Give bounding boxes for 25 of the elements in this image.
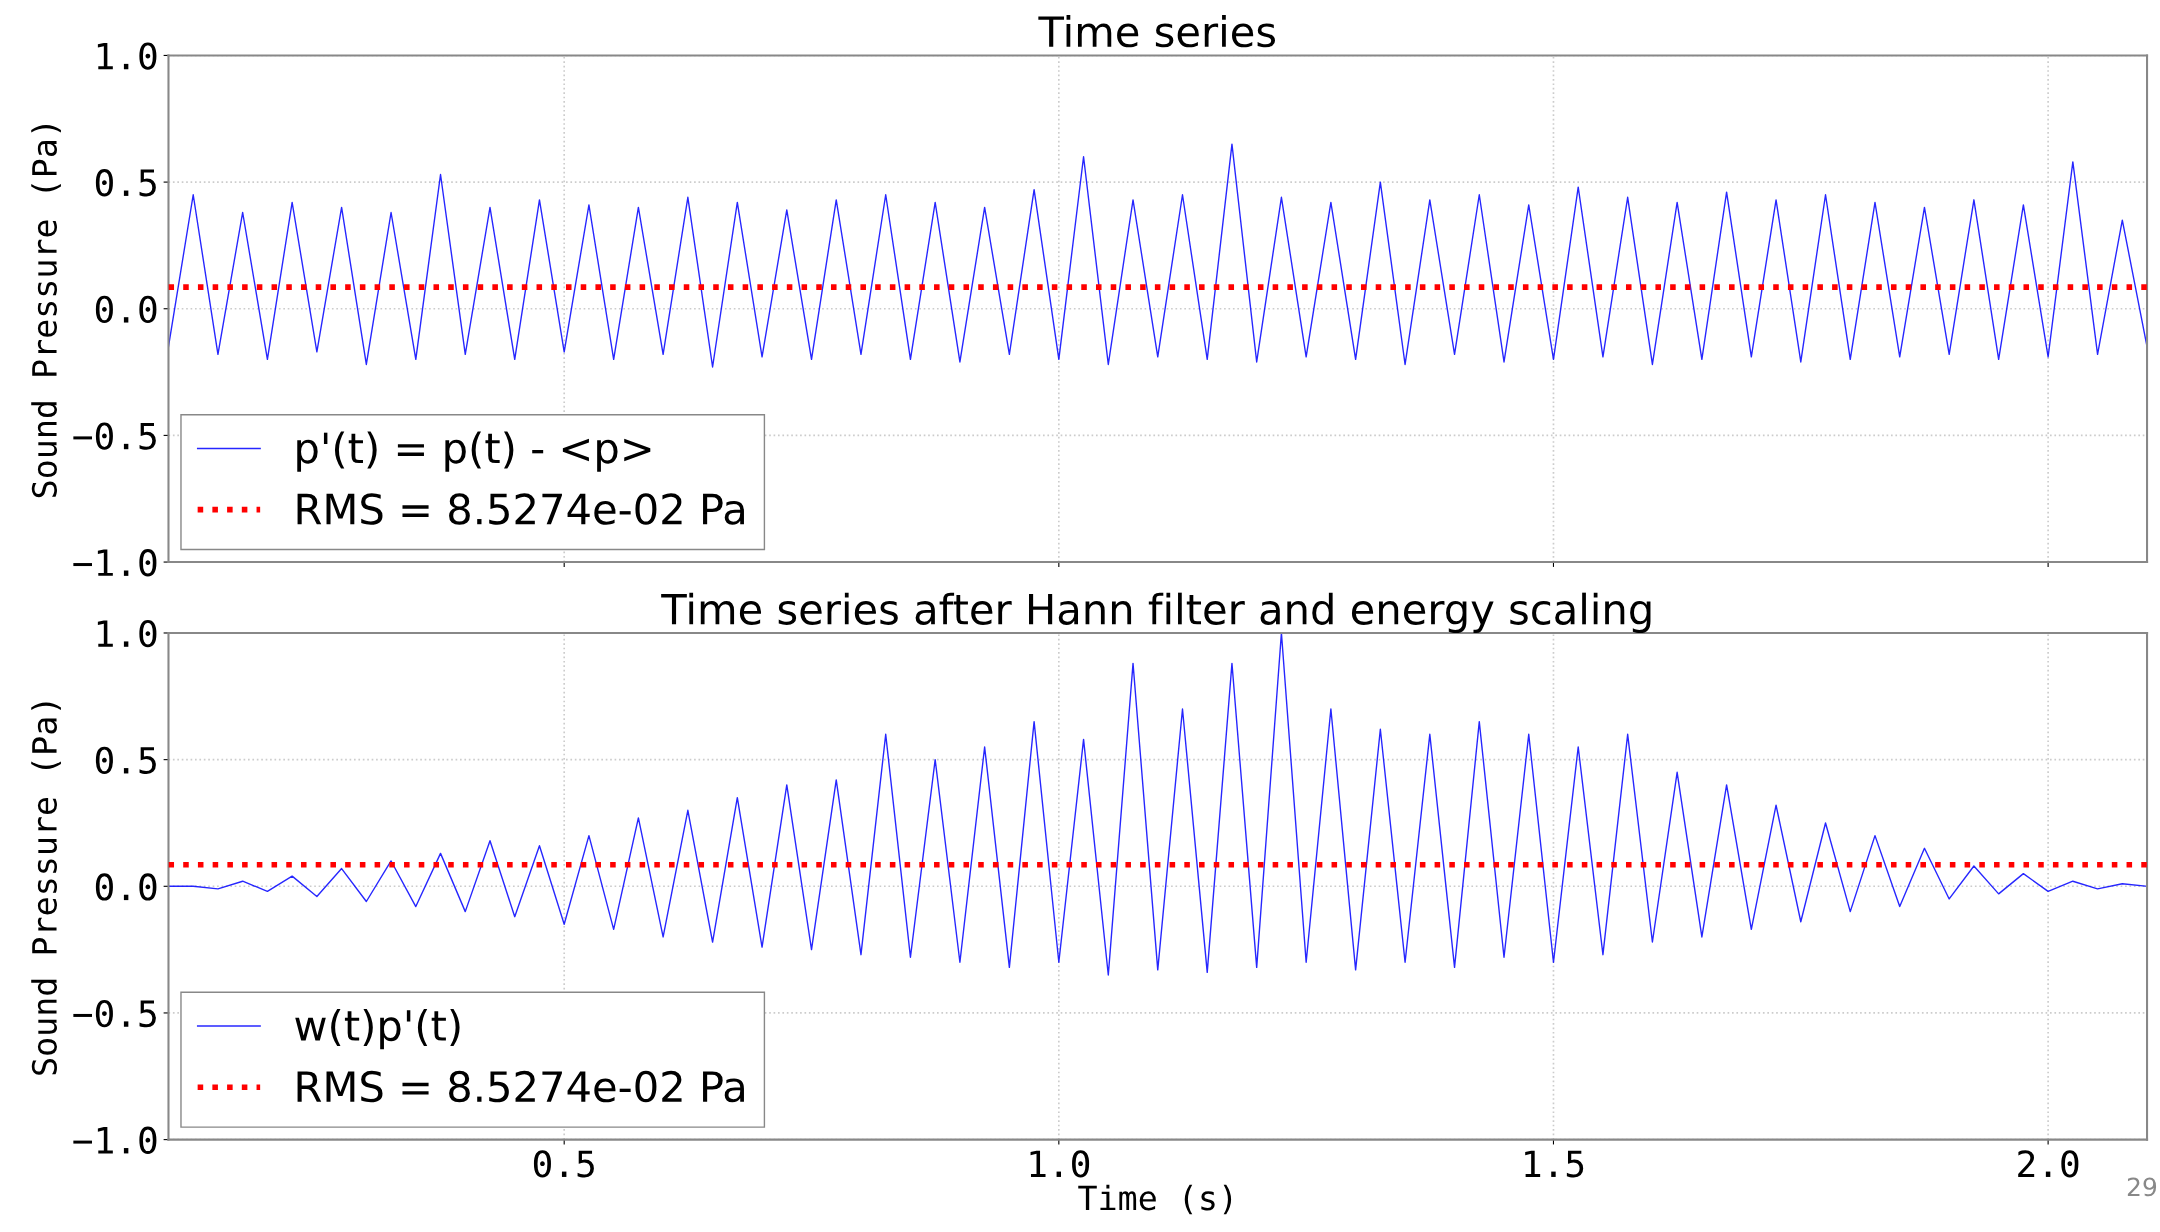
text: 29 — [2127, 1177, 2157, 1197]
line-series — [168, 143, 2148, 368]
legend-label: RMS = 8.5274e-02 Pa — [297, 493, 744, 525]
y-axis-title: Sound Pressure (Pa) — [31, 702, 61, 1075]
y-tick-label: 1.0 — [97, 42, 157, 70]
y-tick-label: −1.0 — [73, 1126, 157, 1154]
y-tick-label: −0.5 — [73, 422, 156, 450]
x-tick-label: 0.5 — [533, 1150, 594, 1178]
y-tick-label: 0.5 — [95, 169, 156, 197]
legend-label: w(t)p'(t) — [295, 1008, 460, 1050]
y-tick-label: −0.5 — [73, 999, 156, 1028]
legend-label: RMS = 8.5274e-02 Pa — [297, 1070, 744, 1103]
y-tick-label: 0.0 — [95, 295, 157, 324]
y-tick-label: −1.0 — [73, 549, 157, 577]
legend-label: p'(t) = p(t) - <p> — [297, 431, 651, 472]
y-axis-title: Sound Pressure (Pa) — [31, 125, 61, 498]
x-tick-label: 1.0 — [1030, 1150, 1090, 1178]
x-tick-label: 2.0 — [2018, 1150, 2079, 1178]
chart-title: Time series after Hann filter and energy scaling — [661, 592, 1651, 633]
y-tick-label: 0.0 — [95, 873, 157, 901]
chart-title: Time series — [1038, 15, 1276, 48]
y-tick-label: 0.5 — [95, 746, 156, 774]
x-tick-label: 1.5 — [1525, 1150, 1584, 1178]
y-tick-label: 1.0 — [97, 620, 157, 648]
x-axis-title: Time (s) — [1078, 1184, 1232, 1215]
